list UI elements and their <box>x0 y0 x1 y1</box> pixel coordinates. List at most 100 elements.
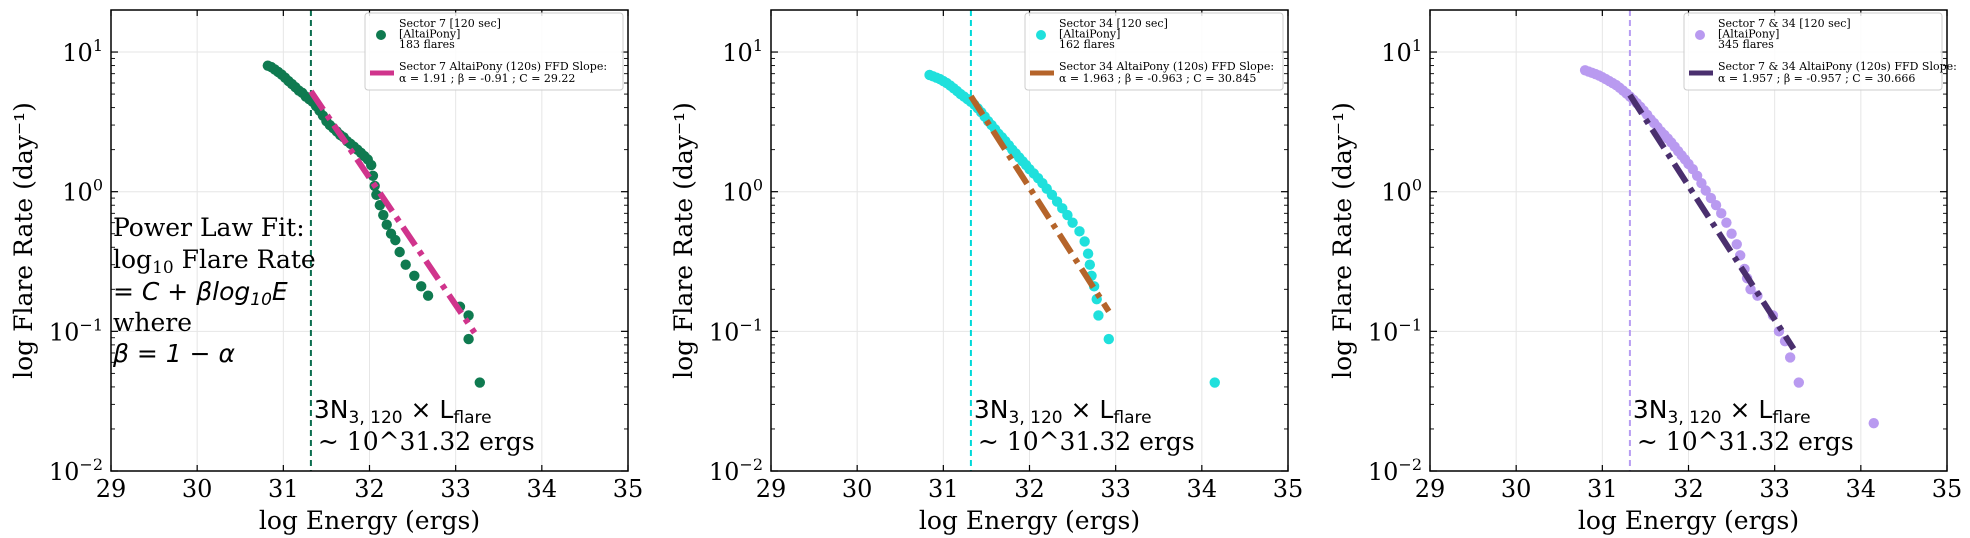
x-tick-label: 29 <box>1415 475 1446 503</box>
power-law-beta: β = 1 − α <box>112 339 236 368</box>
x-tick-label: 30 <box>1501 475 1532 503</box>
x-tick-label: 32 <box>1014 475 1045 503</box>
data-point <box>400 259 411 270</box>
y-tick-label: 100 <box>722 176 763 207</box>
data-point <box>1082 248 1094 259</box>
data-point <box>463 310 474 321</box>
legend-marker <box>1695 30 1705 40</box>
x-tick-label: 31 <box>1587 475 1618 503</box>
legend-box <box>1683 12 1943 91</box>
threshold-annotation: 3N3, 120 × Lflare <box>974 395 1152 428</box>
x-tick-label: 29 <box>96 475 127 503</box>
x-tick-label: 32 <box>354 475 385 503</box>
data-point <box>1721 217 1732 228</box>
x-axis-label: log Energy (ergs) <box>919 506 1140 535</box>
x-tick-label: 32 <box>1673 475 1704 503</box>
legend-box <box>364 12 624 91</box>
fit-line <box>308 89 478 335</box>
legend-box <box>1024 12 1284 91</box>
x-tick-label: 34 <box>1187 475 1218 503</box>
x-tick-label: 31 <box>928 475 959 503</box>
data-point <box>1726 228 1737 239</box>
data-point <box>1084 259 1096 270</box>
data-point <box>1093 310 1104 321</box>
y-tick-label: 101 <box>1381 36 1422 67</box>
y-tick-label: 101 <box>62 36 103 67</box>
data-point <box>390 234 401 246</box>
x-axis-label: log Energy (ergs) <box>259 506 480 535</box>
data-point <box>474 377 485 388</box>
data-point <box>374 200 386 211</box>
data-point <box>1079 236 1090 247</box>
data-point <box>1067 217 1078 228</box>
data-point <box>1793 377 1804 388</box>
data-point <box>1745 284 1756 295</box>
x-tick-label: 35 <box>613 475 644 503</box>
y-axis-label: log Flare Rate (day⁻¹) <box>1328 102 1357 379</box>
y-tick-label: 10−2 <box>1368 455 1422 486</box>
data-point <box>1784 352 1796 363</box>
x-tick-label: 29 <box>756 475 787 503</box>
legend-entry-text: Sector 7 & 34 [120 sec] <box>1718 17 1851 30</box>
data-point <box>1716 208 1727 219</box>
data-point <box>1731 239 1742 250</box>
power-law-eq1: log10 Flare Rate <box>113 245 316 278</box>
fit-line <box>968 94 1112 313</box>
legend-entry-text: 162 flares <box>1059 38 1115 51</box>
legend-entry-text: [AltaiPony] <box>399 28 460 41</box>
legend-entry-text: [AltaiPony] <box>1059 28 1120 41</box>
threshold-energy-label: ~ 10^31.32 ergs <box>978 427 1195 456</box>
legend: Sector 7 & 34 [120 sec][AltaiPony] 345 f… <box>1683 12 1957 91</box>
legend-fit-text: α = 1.963 ; β = -0.963 ; C = 30.845 <box>1059 72 1256 85</box>
y-axis-label: log Flare Rate (day⁻¹) <box>669 102 698 379</box>
fit-line <box>1627 93 1797 351</box>
x-axis-label: log Energy (ergs) <box>1578 506 1799 535</box>
legend-fit-text: α = 1.91 ; β = -0.91 ; C = 29.22 <box>399 72 575 85</box>
y-tick-label: 10−2 <box>709 455 763 486</box>
legend-fit-text: α = 1.957 ; β = -0.957 ; C = 30.666 <box>1718 72 1915 85</box>
data-point <box>1209 377 1220 388</box>
x-tick-label: 33 <box>1100 475 1131 503</box>
legend-entry-text: Sector 7 [120 sec] <box>399 17 501 30</box>
data-point <box>1710 200 1722 211</box>
data-point <box>409 270 420 281</box>
data-point <box>1074 226 1085 237</box>
chart-panel-3: 29 30 31 32 33 34 35 101 100 10−1 10−2 log Energy (… <box>1328 9 1962 535</box>
chart-panel-1: 29 30 31 32 33 34 35 101 100 10−1 10−2 log Energy (… <box>9 9 644 535</box>
data-point <box>422 290 434 301</box>
x-tick-label: 35 <box>1273 475 1304 503</box>
data-point <box>463 333 474 345</box>
data-point <box>1062 209 1073 221</box>
data-point <box>1705 192 1717 204</box>
power-law-eq2: = C + βlog10E <box>113 277 288 310</box>
x-tick-label: 30 <box>842 475 873 503</box>
legend: Sector 34 [120 sec][AltaiPony] 162 flare… <box>1024 12 1284 91</box>
legend-fit-text: Sector 7 & 34 AltaiPony (120s) FFD Slope… <box>1718 60 1957 73</box>
y-tick-label: 100 <box>62 176 103 207</box>
y-tick-label: 100 <box>1381 176 1422 207</box>
power-law-where: where <box>113 308 192 337</box>
legend-entry-text: Sector 34 [120 sec] <box>1059 17 1168 30</box>
y-tick-label: 10−1 <box>1368 315 1422 346</box>
x-tick-label: 33 <box>440 475 471 503</box>
y-axis-label: log Flare Rate (day⁻¹) <box>9 102 38 379</box>
legend-entry-text: [AltaiPony] <box>1718 28 1779 41</box>
data-point <box>367 170 379 181</box>
data-point <box>366 159 377 171</box>
data-point <box>1700 185 1711 196</box>
chart-panel-2: 29 30 31 32 33 34 35 101 100 10−1 10−2 log Energy (… <box>669 9 1304 535</box>
x-tick-label: 34 <box>1846 475 1877 503</box>
y-tick-label: 10−1 <box>709 315 763 346</box>
data-point <box>381 219 392 230</box>
threshold-energy-label: ~ 10^31.32 ergs <box>318 427 535 456</box>
x-tick-label: 30 <box>182 475 213 503</box>
data-point <box>378 209 389 221</box>
data-point <box>416 281 427 292</box>
data-point <box>394 246 405 258</box>
legend-marker <box>1036 30 1046 40</box>
legend-fit-text: Sector 7 AltaiPony (120s) FFD Slope: <box>399 60 607 73</box>
threshold-energy-label: ~ 10^31.32 ergs <box>1637 427 1854 456</box>
legend-entry-text: 345 flares <box>1718 38 1774 51</box>
x-tick-label: 33 <box>1759 475 1790 503</box>
data-point <box>371 189 382 201</box>
